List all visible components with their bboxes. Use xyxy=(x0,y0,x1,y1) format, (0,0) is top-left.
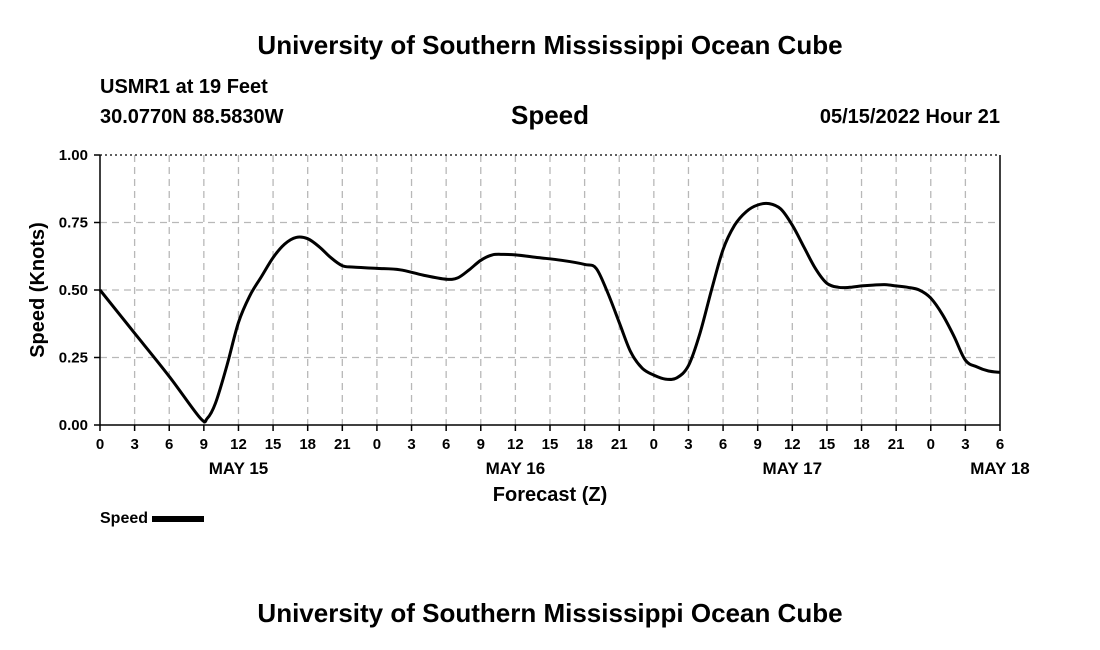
variable-title: Speed xyxy=(510,100,590,130)
y-axis-title: Speed (Knots) xyxy=(27,222,49,358)
x-tick-label: 15 xyxy=(265,436,282,453)
footer-title: University of Southern Mississippi Ocean… xyxy=(257,598,843,628)
y-tick-label: 0.75 xyxy=(59,215,88,232)
x-tick-label: 0 xyxy=(650,436,658,453)
x-tick-label: 12 xyxy=(507,436,524,453)
coordinates-label: 30.0770N 88.5830W xyxy=(100,106,284,128)
legend-label: Speed xyxy=(100,510,149,527)
x-tick-label: 9 xyxy=(477,436,485,453)
x-tick-label: 15 xyxy=(819,436,836,453)
x-tick-label: 12 xyxy=(784,436,801,453)
legend: Speed xyxy=(100,510,205,528)
date-label: MAY 18 xyxy=(970,459,1030,478)
y-tick-label: 1.00 xyxy=(59,147,88,164)
x-tick-label: 3 xyxy=(684,436,692,453)
legend-swatch xyxy=(152,516,205,522)
chart-title: University of Southern Mississippi Ocean… xyxy=(257,30,843,60)
x-tick-label: 12 xyxy=(230,436,247,453)
y-tick-label: 0.25 xyxy=(59,350,88,367)
x-tick-label: 6 xyxy=(996,436,1004,453)
y-tick-label: 0.50 xyxy=(59,282,88,299)
date-label: MAY 17 xyxy=(763,459,823,478)
datetime-label: 05/15/2022 Hour 21 xyxy=(819,106,1000,128)
station-label: USMR1 at 19 Feet xyxy=(100,76,268,98)
x-tick-label: 21 xyxy=(611,436,628,453)
x-tick-label: 18 xyxy=(299,436,316,453)
x-tick-label: 6 xyxy=(442,436,450,453)
x-tick-label: 9 xyxy=(754,436,762,453)
x-tick-label: 18 xyxy=(853,436,870,453)
x-tick-label: 3 xyxy=(407,436,415,453)
date-label: MAY 16 xyxy=(486,459,546,478)
x-tick-label: 6 xyxy=(719,436,727,453)
x-tick-label: 9 xyxy=(200,436,208,453)
x-tick-label: 18 xyxy=(576,436,593,453)
x-axis-title: Forecast (Z) xyxy=(493,484,607,506)
x-tick-label: 0 xyxy=(96,436,104,453)
series-line-speed xyxy=(98,201,1001,424)
x-tick-label: 3 xyxy=(961,436,969,453)
x-tick-label: 21 xyxy=(334,436,351,453)
x-tick-label: 0 xyxy=(373,436,381,453)
x-tick-label: 3 xyxy=(130,436,138,453)
x-tick-label: 15 xyxy=(542,436,559,453)
x-tick-label: 6 xyxy=(165,436,173,453)
y-tick-label: 0.00 xyxy=(59,417,88,434)
x-tick-label: 0 xyxy=(927,436,935,453)
date-label: MAY 15 xyxy=(209,459,269,478)
x-tick-label: 21 xyxy=(888,436,905,453)
